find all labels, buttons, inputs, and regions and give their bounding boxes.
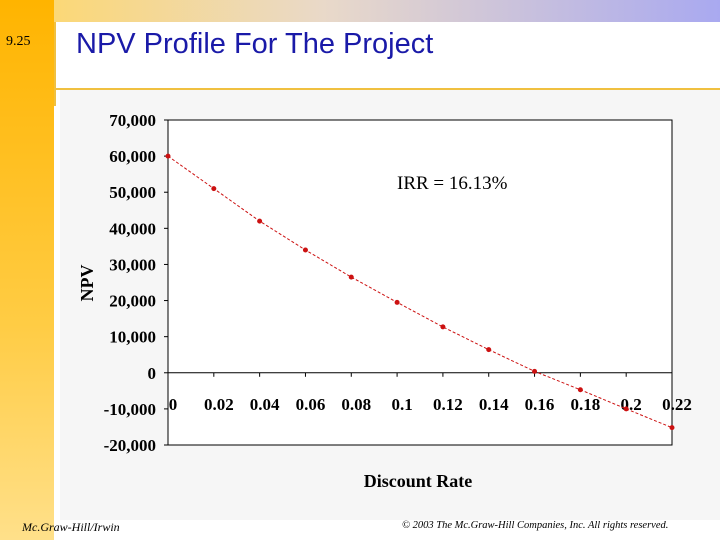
x-tick-label: 0.18 — [570, 395, 600, 414]
data-point — [440, 324, 446, 330]
top-decor-band — [0, 0, 720, 22]
data-point — [532, 368, 538, 374]
slide-title: NPV Profile For The Project — [76, 28, 434, 60]
left-decor-band — [0, 0, 54, 540]
npv-series-points — [165, 153, 675, 431]
data-point — [302, 247, 308, 253]
x-tick-label: 0.12 — [433, 395, 463, 414]
y-tick-label: 30,000 — [109, 255, 156, 274]
x-tick-label: 0.22 — [662, 395, 692, 414]
y-tick-label: 50,000 — [109, 183, 156, 202]
data-point — [577, 387, 583, 393]
plot-frame — [167, 119, 673, 446]
data-point — [669, 425, 675, 431]
y-tick-label: 60,000 — [109, 147, 156, 166]
x-tick-label: 0.04 — [250, 395, 280, 414]
x-axis: 0 0.02 0.04 0.06 0.08 0.1 0.12 0.14 0.16 0.18 0.2 0… — [167, 372, 692, 414]
y-axis: -20,000 -10,000 0 10,000 20,000 30,000 40,000 5… — [104, 111, 168, 455]
y-axis-label: NPV — [77, 265, 97, 302]
x-tick-label: 0.02 — [204, 395, 234, 414]
slide-number: 9.25 — [6, 34, 31, 49]
x-tick-label: 0.06 — [296, 395, 326, 414]
y-tick-label: 70,000 — [109, 111, 156, 130]
y-tick-label: 0 — [148, 364, 157, 383]
npv-series-line — [167, 155, 673, 429]
data-point — [348, 274, 354, 280]
y-tick-label: 20,000 — [109, 292, 156, 311]
irr-annotation: IRR = 16.13% — [397, 173, 508, 194]
data-point — [394, 299, 400, 305]
x-tick-label: 0.16 — [525, 395, 555, 414]
title-underline — [54, 88, 720, 90]
x-tick-label: 0 — [169, 395, 178, 414]
x-tick-label: 0.1 — [391, 395, 412, 414]
x-tick-label: 0.14 — [479, 395, 509, 414]
y-tick-label: -20,000 — [104, 436, 156, 455]
data-point — [211, 186, 217, 192]
data-point — [165, 153, 171, 159]
data-point — [257, 218, 263, 224]
footer-publisher: Mc.Graw-Hill/Irwin — [22, 520, 120, 534]
npv-chart: -20,000 -10,000 0 10,000 20,000 30,000 40,000 5… — [77, 111, 692, 491]
title-left-rule — [54, 22, 56, 106]
x-tick-label: 0.08 — [341, 395, 371, 414]
y-tick-label: -10,000 — [104, 400, 156, 419]
y-tick-label: 40,000 — [109, 219, 156, 238]
title-panel — [54, 22, 720, 88]
x-axis-label: Discount Rate — [364, 471, 473, 491]
data-point — [486, 347, 492, 353]
y-tick-label: 10,000 — [109, 328, 156, 347]
chart-area: -20,000 -10,000 0 10,000 20,000 30,000 40,000 5… — [60, 90, 720, 520]
footer-copyright: © 2003 The Mc.Graw-Hill Companies, Inc. … — [402, 520, 669, 531]
data-point — [623, 406, 629, 412]
